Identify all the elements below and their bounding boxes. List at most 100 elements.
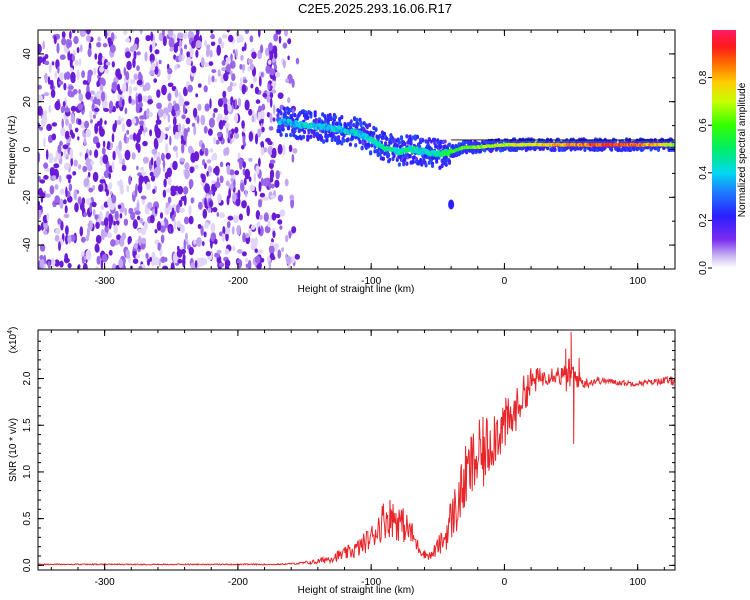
- spectrogram-noise-cell: [43, 162, 49, 169]
- spectrogram-noise-cell: [201, 173, 206, 183]
- spectrogram-noise-cell: [257, 128, 262, 138]
- spectrogram-noise-cell: [138, 235, 142, 246]
- spectrogram-noise-cell: [179, 207, 185, 213]
- spectrogram-noise-cell: [237, 97, 242, 108]
- spectrogram-noise-cell: [86, 227, 90, 238]
- spectrogram-noise-cell: [258, 226, 261, 235]
- spectrogram-noise-cell: [45, 193, 51, 198]
- spectrogram-noise-cell: [85, 128, 92, 138]
- spectrogram-noise-cell: [61, 118, 64, 129]
- spectrogram-noise-cell: [99, 210, 103, 222]
- snr-y-tick-label: 0.0: [22, 558, 33, 572]
- spectrogram-noise-cell: [126, 129, 130, 135]
- spectrogram-noise-cell: [113, 223, 118, 234]
- spectrogram-noise-cell: [94, 123, 99, 135]
- spectrogram-noise-cell: [267, 145, 274, 156]
- spectrogram-noise-cell: [180, 47, 183, 56]
- spectrogram-ridge-halo-cell: [385, 136, 389, 141]
- spectrogram-noise-cell: [43, 137, 46, 148]
- spectrogram-ridge-halo-cell: [588, 147, 592, 152]
- spectrogram-noise-cell: [270, 241, 274, 246]
- spectrogram-noise-cell: [85, 197, 92, 205]
- spectrogram-noise-cell: [68, 183, 73, 192]
- spectrogram-noise-cell: [94, 214, 99, 221]
- spectrogram-noise-cell: [263, 177, 270, 184]
- spectrogram-noise-cell: [119, 213, 123, 219]
- spectrogram-noise-cell: [139, 115, 146, 120]
- spectrogram-noise-cell: [150, 31, 154, 42]
- spectrogram-noise-cell: [265, 65, 271, 74]
- spectrogram-noise-cell: [104, 224, 109, 234]
- spectrogram-ridge-halo-cell: [405, 161, 409, 166]
- spectrogram-noise-cell: [201, 142, 205, 152]
- spectrogram-ridge-halo-cell: [614, 138, 618, 144]
- spectrogram-noise-cell: [154, 139, 159, 150]
- spectrogram-x-ticks: -300 -200 -100 0 100: [50, 30, 665, 287]
- spectrogram-noise-cell: [55, 228, 61, 235]
- spectrogram-noise-cell: [110, 32, 115, 42]
- spectrogram-noise-cell: [93, 67, 97, 76]
- spectrogram-noise-cell: [69, 148, 74, 159]
- spectrogram-noise-cell: [269, 159, 276, 164]
- spectrogram-noise-cell: [189, 46, 194, 58]
- spectrogram-noise-cell: [112, 150, 116, 161]
- spectrogram-noise-cell: [255, 165, 260, 175]
- spectrogram-noise-cell: [63, 213, 70, 219]
- spectrogram-noise-cell: [95, 266, 99, 269]
- spectrogram-noise-cell: [116, 68, 121, 77]
- spectrogram-noise-cell: [109, 44, 116, 53]
- spectrogram-noise-cell: [161, 84, 167, 96]
- spectrogram-noise-cell: [206, 159, 212, 164]
- spectrogram-x-tick-label: -100: [361, 276, 381, 287]
- spectrogram-noise-cell: [268, 260, 272, 269]
- spectrogram-noise-cell: [211, 75, 215, 83]
- spectrogram-noise-cell: [139, 217, 144, 224]
- spectrogram-noise-cell: [133, 73, 139, 81]
- spectrogram-noise-cell: [103, 170, 110, 179]
- spectrogram-noise-cell: [101, 147, 106, 155]
- spectrogram-noise-cell: [54, 71, 58, 79]
- spectrogram-noise-cell: [229, 133, 234, 139]
- spectrogram-noise-cell: [87, 47, 92, 58]
- spectrogram-noise-cell: [187, 127, 190, 133]
- spectrogram-ridge-halo-cell: [356, 121, 360, 127]
- spectrogram-noise-cell: [254, 255, 261, 264]
- spectrogram-noise-cell: [71, 54, 75, 62]
- spectrogram-noise-cell: [43, 74, 48, 80]
- spectrogram-noise-cell: [238, 213, 243, 221]
- spectrogram-noise-cell: [244, 99, 250, 111]
- spectrogram-noise-cell: [242, 232, 246, 243]
- spectrogram-noise-cell: [216, 44, 221, 56]
- spectrogram-noise-cell: [258, 30, 261, 38]
- spectrogram-noise-cell: [240, 54, 244, 61]
- spectrogram-ridge-halo-cell: [329, 116, 333, 122]
- spectrogram-noise-cell: [149, 214, 155, 224]
- spectrogram-noise-cell: [58, 80, 64, 85]
- spectrogram-noise-cell: [75, 59, 79, 66]
- spectrogram-noise-cell: [282, 42, 288, 49]
- spectrogram-noise-cell: [70, 71, 76, 83]
- spectrogram-noise-cell: [260, 177, 264, 187]
- spectrogram-noise-cell: [109, 191, 113, 196]
- spectrogram-ridge-halo-cell: [409, 137, 413, 143]
- spectrogram-noise-cell: [153, 201, 160, 210]
- spectrogram-noise-cell: [68, 123, 73, 131]
- spectrogram-noise-cell: [184, 232, 189, 241]
- spectrogram-noise-cell: [249, 62, 254, 71]
- spectrogram-noise-cell: [94, 149, 99, 159]
- spectrogram-noise-cell: [65, 130, 70, 140]
- spectrogram-noise-cell: [76, 69, 80, 81]
- spectrogram-noise-cell: [230, 53, 233, 62]
- spectrogram-noise-cell: [203, 231, 207, 238]
- spectrogram-noise-cell: [162, 35, 167, 47]
- spectrogram-noise-cell: [173, 186, 180, 191]
- spectrogram-noise-cell: [266, 256, 271, 261]
- spectrogram-noise-cell: [269, 175, 274, 183]
- spectrogram-noise-cell: [228, 34, 234, 43]
- spectrogram-noise-cell: [235, 48, 238, 59]
- spectrogram-noise-cell: [79, 30, 86, 37]
- spectrogram-noise-cell: [231, 226, 235, 235]
- spectrogram-noise-cell: [156, 102, 162, 110]
- spectrogram-noise-cell: [38, 105, 43, 116]
- spectrogram-noise-cell: [90, 119, 93, 124]
